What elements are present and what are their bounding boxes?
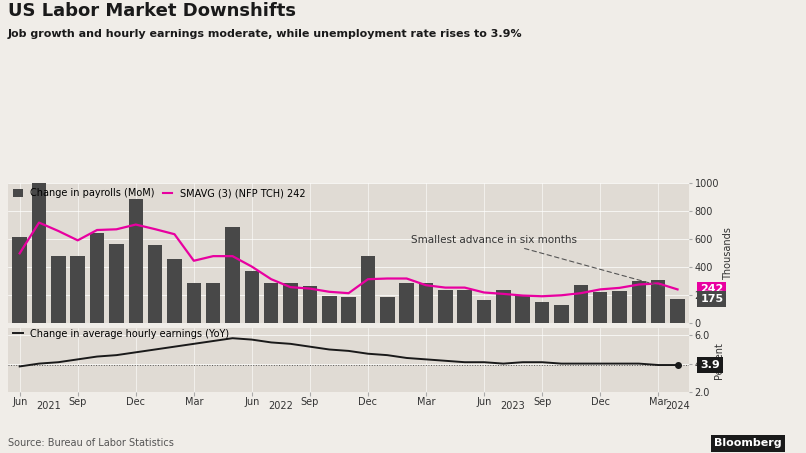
Text: 3.9: 3.9 [700,360,720,370]
Bar [400,283,414,323]
Bar [322,296,336,323]
Bar [361,256,376,323]
Bar [593,293,608,323]
Bar [89,233,104,323]
Text: US Labor Market Downshifts: US Labor Market Downshifts [8,2,296,20]
Bar [613,291,627,323]
Bar [31,177,46,323]
Text: Job growth and hourly earnings moderate, while unemployment rate rises to 3.9%: Job growth and hourly earnings moderate,… [8,29,522,39]
Text: 2024: 2024 [665,401,690,411]
Bar [206,283,220,323]
Bar [244,271,259,323]
Text: 242: 242 [700,284,724,294]
Text: Smallest advance in six months: Smallest advance in six months [411,235,665,287]
Text: 2021: 2021 [36,401,61,411]
Bar [477,300,492,323]
Bar [341,297,356,323]
Text: 175: 175 [700,294,723,304]
Bar [264,283,278,323]
Bar [225,227,239,323]
Bar [147,245,162,323]
Bar [12,237,27,323]
Bar [671,299,685,323]
Bar [51,256,65,323]
Bar [380,297,395,323]
Text: Bloomberg: Bloomberg [714,439,782,448]
Bar [283,283,297,323]
Text: 2022: 2022 [268,401,293,411]
Text: 2023: 2023 [501,401,526,411]
Y-axis label: Thousands: Thousands [723,227,733,280]
Bar [109,244,123,323]
Bar [419,283,434,323]
Bar [128,199,143,323]
Legend: Change in payrolls (MoM), SMAVG (3) (NFP TCH) 242: Change in payrolls (MoM), SMAVG (3) (NFP… [13,188,305,198]
Y-axis label: Percent: Percent [714,342,725,379]
Bar [186,283,201,323]
Bar [535,302,550,323]
Bar [302,286,317,323]
Bar [458,290,472,323]
Bar [651,280,666,323]
Text: Source: Bureau of Labor Statistics: Source: Bureau of Labor Statistics [8,439,174,448]
Bar [555,305,569,323]
Bar [574,285,588,323]
Bar [167,259,181,323]
Bar [516,296,530,323]
Bar [70,256,85,323]
Bar [632,281,646,323]
Legend: Change in average hourly earnings (YoY): Change in average hourly earnings (YoY) [13,329,230,339]
Bar [496,289,511,323]
Bar [438,289,453,323]
